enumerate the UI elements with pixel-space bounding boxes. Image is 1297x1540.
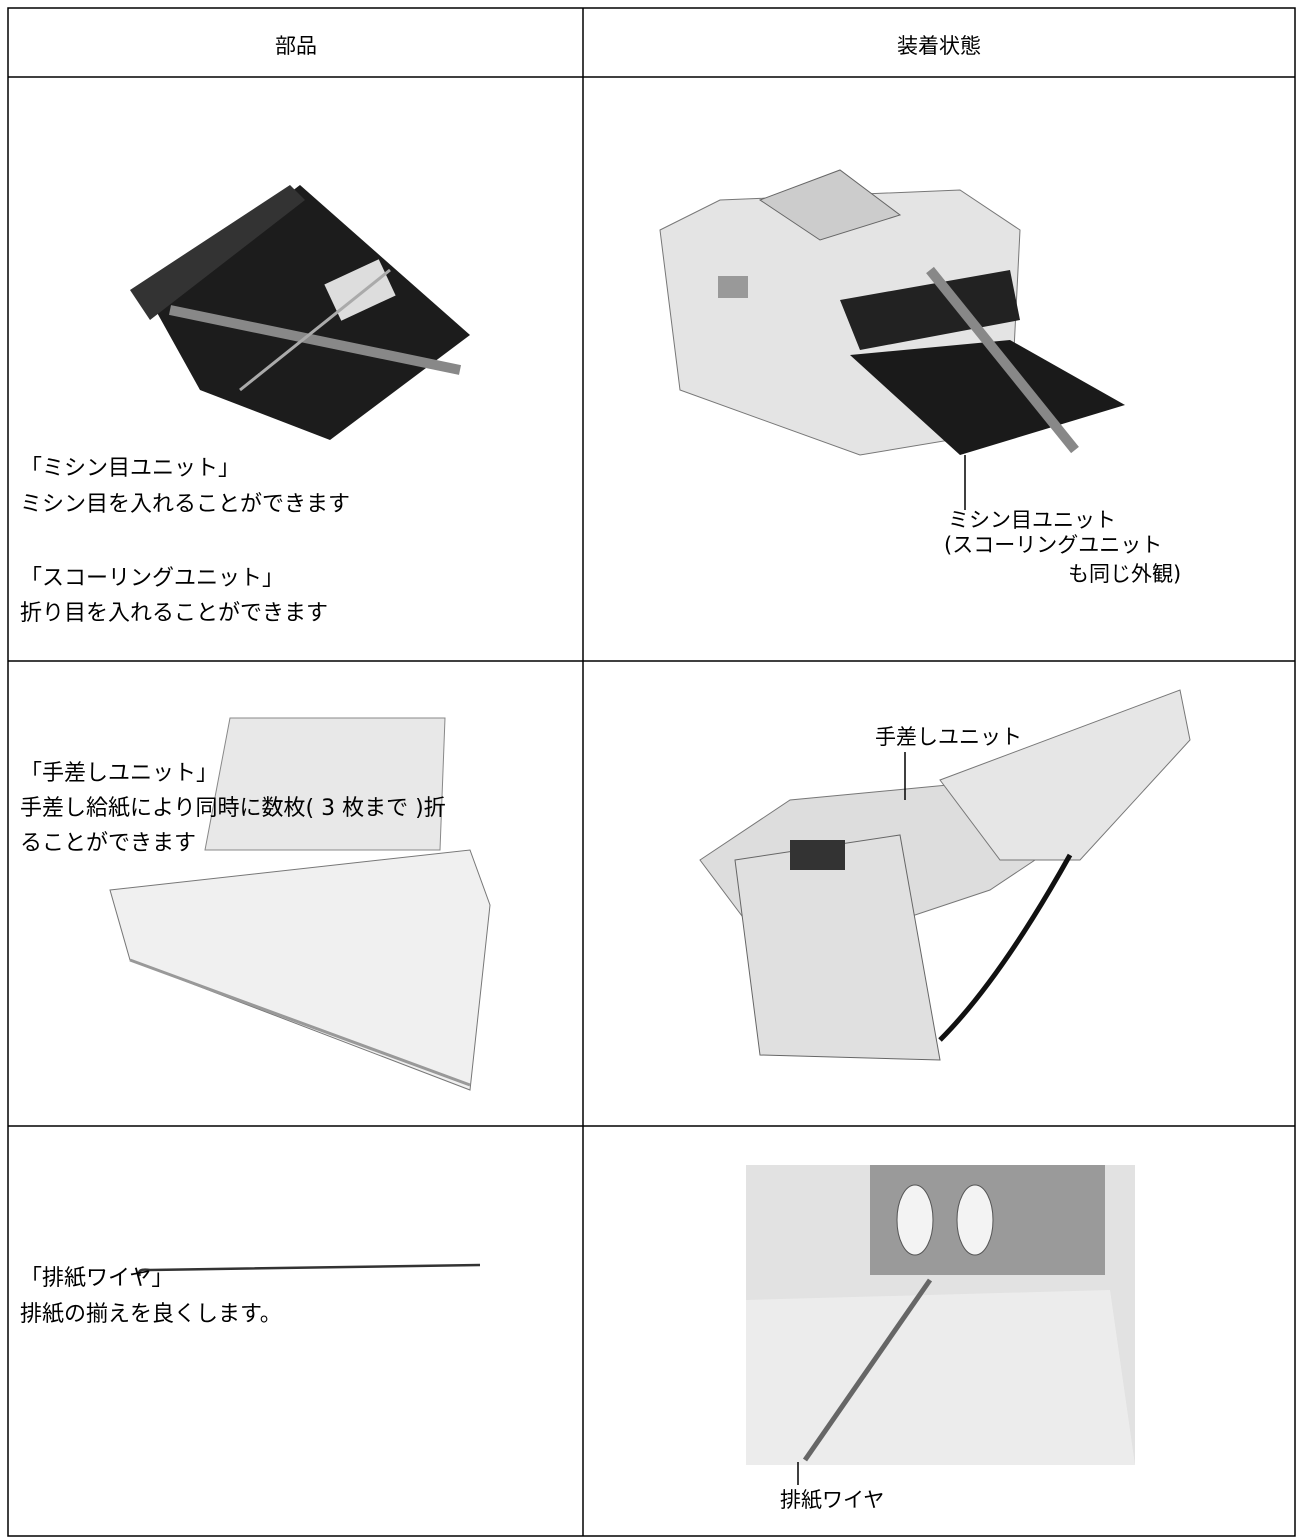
ejection-wire-photo: [137, 1263, 481, 1277]
perforation-unit-photo: [130, 185, 470, 440]
machine-perforation-photo: [659, 169, 1125, 456]
part-text: 折り目を入れることができます: [20, 601, 329, 626]
header-cell: 部品: [275, 34, 317, 58]
callout-label: も同じ外観): [1068, 562, 1182, 586]
table-grid: [7, 7, 1296, 1537]
part-text: 「スコーリングユニット」: [20, 566, 285, 591]
header-cell: 装着状態: [897, 34, 981, 58]
machine-manual-feed-photo: [699, 689, 1191, 1061]
part-text: 「手差しユニット」: [20, 761, 219, 786]
manual-feed-unit-photo: [109, 717, 491, 1091]
part-text: 排紙の揃えを良くします。: [20, 1302, 282, 1327]
part-text: ることができます: [20, 831, 197, 856]
part-text: 「排紙ワイヤ」: [20, 1266, 174, 1291]
callout-label: 排紙ワイヤ: [780, 1488, 885, 1512]
part-text: 手差し給紙により同時に数枚( 3 枚まで )折: [20, 796, 446, 821]
callout-label: ミシン目ユニット: [948, 508, 1116, 532]
callout-label: 手差しユニット: [875, 725, 1022, 749]
part-text: ミシン目を入れることができます: [20, 492, 351, 517]
part-text: 「ミシン目ユニット」: [20, 456, 241, 481]
machine-wire-photo: [746, 1165, 1135, 1465]
callout-label: (スコーリングユニット: [944, 533, 1163, 557]
